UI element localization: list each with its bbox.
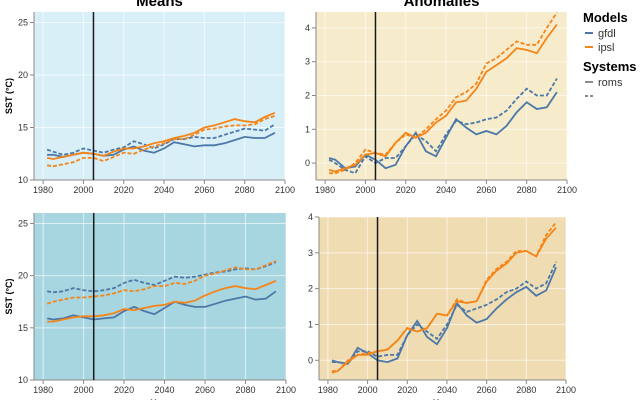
y-tick-label: 0 [308, 355, 313, 365]
x-tick-label: 2060 [476, 185, 496, 195]
x-tick-label: 2080 [235, 185, 255, 195]
x-tick-label: 2020 [114, 185, 134, 195]
series-ipsl-roms [46, 111, 276, 160]
panel-1: 1980 2000 2020 2040 2060 2080 2100 10 15 20 25 Mean… [4, 0, 295, 195]
panel-title: Anomalies [404, 0, 480, 10]
x-tick-label: 2020 [396, 185, 416, 195]
legend-roms-label: roms [598, 77, 623, 89]
y-tick-label: 1 [305, 124, 310, 134]
y-tick-label: 20 [18, 70, 28, 80]
x-tick-label: 2060 [195, 385, 215, 395]
x-tick-label: 2040 [154, 185, 174, 195]
series-ipsl-roms [47, 279, 277, 323]
legend-models-title: Models [583, 10, 628, 25]
legend: Models gfdl ipsl Systems roms [583, 10, 636, 97]
panel-4: 1980 2000 2020 2040 2060 2080 2100 0 1 2 3 4 Year [308, 212, 576, 400]
x-tick-label: 2020 [397, 385, 417, 395]
panel-2: 1980 2000 2020 2040 2060 2080 2100 0 1 2 3 4 Anomali… [305, 0, 577, 195]
x-tick-label: 2040 [436, 185, 456, 195]
x-tick-label: 2100 [557, 185, 577, 195]
x-tick-label: 2080 [516, 385, 536, 395]
x-tick-label: 2000 [358, 385, 378, 395]
y-tick-label: 2 [308, 284, 313, 294]
y-tick-label: 3 [308, 248, 313, 258]
series-gfdl-dashed [46, 123, 276, 156]
y-tick-label: 0 [305, 158, 310, 168]
x-tick-label: 2060 [477, 385, 497, 395]
y-tick-label: 10 [18, 375, 28, 385]
y-tick-label: 10 [18, 175, 28, 185]
x-tick-label: 2060 [194, 185, 214, 195]
series-gfdl-roms [331, 266, 557, 365]
y-tick-label: 4 [305, 23, 310, 33]
series-gfdl-dashed [47, 261, 277, 294]
panel-3: 1980 2000 2020 2040 2060 2080 2100 10 15 20 25 SST … [4, 213, 296, 400]
x-tick-label: 2100 [276, 385, 296, 395]
x-tick-label: 2040 [437, 385, 457, 395]
legend-gfdl-label: gfdl [598, 28, 616, 40]
y-tick-label: 25 [18, 18, 28, 28]
x-tick-label: 1980 [315, 185, 335, 195]
x-tick-label: 1980 [33, 185, 53, 195]
series-ipsl-dashed [46, 115, 276, 168]
y-axis-label: SST (°C) [4, 278, 14, 314]
legend-systems-title: Systems [583, 59, 636, 74]
x-axis-label: Year [433, 398, 453, 400]
y-tick-label: 25 [18, 218, 28, 228]
y-tick-label: 15 [18, 323, 28, 333]
series-gfdl-dashed [328, 78, 558, 175]
x-tick-label: 2020 [114, 385, 134, 395]
y-tick-label: 2 [305, 90, 310, 100]
x-tick-label: 2000 [74, 385, 94, 395]
series-ipsl-roms [328, 23, 558, 173]
x-axis-label: Year [150, 398, 170, 400]
y-axis-label: SST (°C) [4, 78, 14, 114]
series-ipsl-dashed [331, 221, 557, 372]
y-tick-label: 4 [308, 212, 313, 222]
x-tick-label: 2100 [556, 385, 576, 395]
panel-title: Means [136, 0, 183, 10]
y-tick-label: 15 [18, 123, 28, 133]
series-ipsl-dashed [46, 260, 277, 305]
x-tick-label: 2080 [517, 185, 537, 195]
x-tick-label: 1980 [33, 385, 53, 395]
x-tick-label: 2080 [236, 385, 256, 395]
x-tick-label: 2000 [73, 185, 93, 195]
y-tick-label: 3 [305, 57, 310, 67]
y-tick-label: 20 [18, 271, 28, 281]
plot-background [316, 12, 567, 180]
y-tick-label: 1 [308, 319, 313, 329]
x-tick-label: 2000 [355, 185, 375, 195]
plot-background [34, 12, 285, 180]
x-tick-label: 2040 [155, 385, 175, 395]
series-gfdl-dashed [331, 261, 557, 365]
x-tick-label: 2100 [275, 185, 295, 195]
series-ipsl-dashed [329, 12, 558, 175]
legend-ipsl-label: ipsl [598, 42, 615, 54]
plot-background [319, 217, 566, 380]
x-tick-label: 1980 [318, 385, 338, 395]
